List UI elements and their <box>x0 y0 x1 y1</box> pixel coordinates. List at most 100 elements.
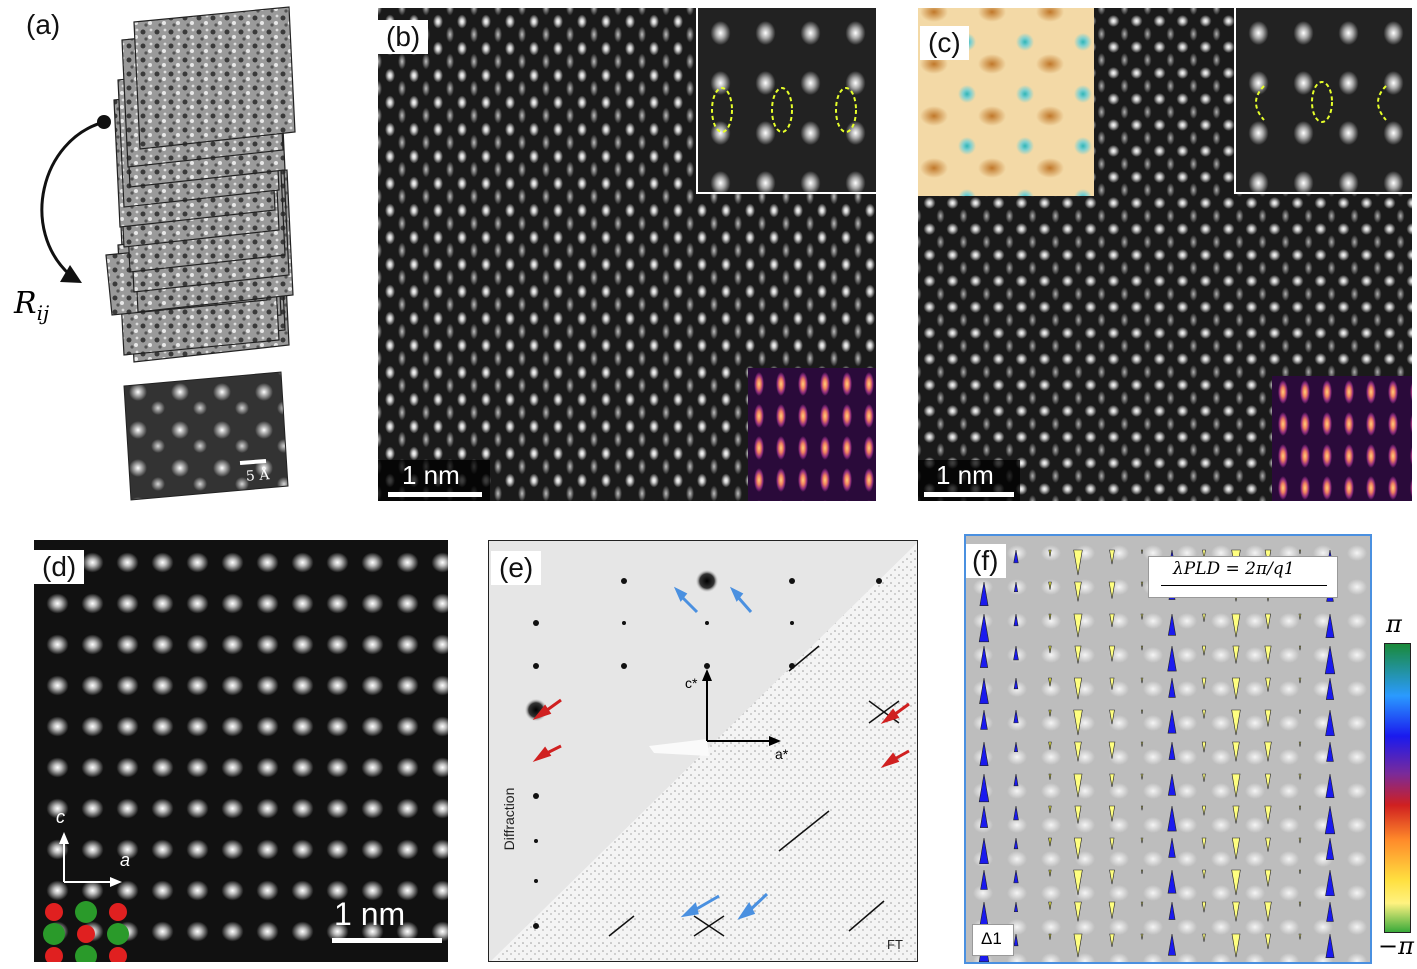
displacement-arrow <box>1298 645 1302 651</box>
displacement-arrow <box>1264 741 1272 762</box>
panel-e-label: (e) <box>491 551 542 585</box>
displacement-arrow <box>978 613 990 643</box>
displacement-arrow <box>979 805 989 828</box>
displacement-arrow <box>1231 869 1241 896</box>
phase-colorbar <box>1384 643 1411 933</box>
ft-label: FT <box>887 937 903 952</box>
displacement-arrow <box>1325 677 1335 700</box>
displacement-arrow <box>1202 869 1206 879</box>
panel-c-inset-simulation <box>1272 376 1412 501</box>
panel-a: (a) <box>0 0 360 510</box>
displacement-arrow <box>1109 613 1115 627</box>
displacement-arrow <box>1109 709 1115 725</box>
displacement-arrow <box>1048 581 1052 590</box>
displacement-arrow <box>1073 933 1083 958</box>
displacement-arrow <box>1298 933 1302 940</box>
displacement-arrow <box>1202 709 1206 719</box>
displacement-arrow <box>1013 613 1019 627</box>
displacement-arrow <box>1264 869 1272 887</box>
displacement-arrow <box>1167 645 1177 672</box>
displacement-arrow <box>1232 901 1240 922</box>
displacement-arrow <box>1265 677 1271 692</box>
displacement-arrow <box>980 869 988 890</box>
displacement-arrow <box>1265 773 1271 790</box>
displacement-arrow <box>1264 805 1272 825</box>
displacement-arrow <box>1140 933 1144 940</box>
displacement-arrow <box>1298 613 1302 620</box>
displacement-arrow <box>1140 741 1144 747</box>
dashed-ellipses-c <box>1255 81 1387 123</box>
displacement-arrow <box>1073 869 1083 896</box>
displacement-arrow <box>1109 549 1115 565</box>
displacement-arrow <box>1324 805 1336 835</box>
blue-arrows <box>673 586 769 920</box>
displacement-arrow <box>1265 837 1271 852</box>
panel-d-scalebar-line <box>332 938 442 943</box>
displacement-arrow <box>1109 677 1115 690</box>
displacement-arrow <box>1201 837 1207 850</box>
displacement-arrow <box>978 773 990 803</box>
displacement-arrow <box>1108 581 1116 599</box>
displacement-arrow <box>1232 805 1240 824</box>
panel-c-scalebar-label: 1 nm <box>936 460 994 490</box>
displacement-arrow <box>1013 677 1019 690</box>
displacement-arrow <box>1232 741 1240 762</box>
displacement-arrow <box>1326 901 1334 922</box>
displacement-arrow <box>1265 613 1271 630</box>
displacement-arrow <box>1325 869 1335 897</box>
displacement-arrow <box>1073 709 1083 736</box>
displacement-arrow <box>1013 741 1019 753</box>
panel-f: (f) λPLD = 2π/q1 Δ1 <box>964 534 1372 964</box>
displacement-arrow <box>1202 549 1206 559</box>
displacement-arrow <box>1298 741 1302 747</box>
panel-b-inset-simulation <box>748 368 876 501</box>
displacement-arrow <box>1048 677 1052 687</box>
displacement-arrow <box>1048 933 1052 940</box>
scale-bar-5a <box>239 459 267 465</box>
panel-f-label: (f) <box>966 544 1007 578</box>
displacement-arrow <box>1232 645 1240 664</box>
displacement-arrow <box>1140 549 1144 554</box>
displacement-arrow <box>1298 709 1302 714</box>
axis-a-star-label: a* <box>775 746 789 762</box>
displacement-arrow <box>1231 709 1241 736</box>
displacement-arrow <box>1013 837 1019 850</box>
displacement-arrow <box>1325 933 1335 958</box>
stack-frames <box>105 6 296 363</box>
axis-c-label-d: c <box>56 807 65 827</box>
displacement-arrow <box>1168 741 1176 760</box>
crystal-axes-d <box>43 832 129 962</box>
displacement-arrow <box>1202 613 1206 622</box>
panel-c: (c) 1 nm <box>918 8 1412 501</box>
displacement-arrow <box>1013 581 1019 593</box>
displacement-arrow <box>1202 645 1206 656</box>
colorbar-bottom-label: −π <box>1378 932 1414 960</box>
displacement-arrow <box>1298 549 1302 554</box>
displacement-arrow <box>979 581 989 606</box>
displacement-arrow <box>1167 709 1177 734</box>
displacement-arrow <box>1202 773 1206 782</box>
rotation-label: Rij <box>14 286 49 325</box>
displacement-arrow <box>1140 869 1144 874</box>
panel-c-scalebar-line <box>924 492 1014 497</box>
displacement-arrow <box>1013 805 1019 821</box>
displacement-arrow <box>1201 901 1207 913</box>
displacement-arrow <box>1201 677 1207 690</box>
colorbar-top-label: π <box>1386 610 1402 638</box>
displacement-arrow <box>1013 709 1019 724</box>
displacement-arrow <box>979 741 989 766</box>
panel-c-label: (c) <box>920 26 969 60</box>
displacement-arrow <box>1298 773 1302 780</box>
displacement-arrow <box>1325 709 1335 737</box>
image-stack-diagram <box>40 6 296 501</box>
displacement-arrow <box>1298 837 1302 844</box>
displacement-arrow <box>1168 837 1176 858</box>
panel-b-scalebar-label: 1 nm <box>402 460 460 490</box>
displacement-arrow <box>1108 741 1116 759</box>
axis-a-label-d: a <box>120 850 131 870</box>
panel-b: (b) 1 nm <box>378 8 876 501</box>
displacement-arrow <box>1167 613 1177 636</box>
displacement-arrow <box>1298 677 1302 684</box>
displacement-arrow <box>1108 645 1116 662</box>
displacement-arrow <box>1231 837 1241 860</box>
